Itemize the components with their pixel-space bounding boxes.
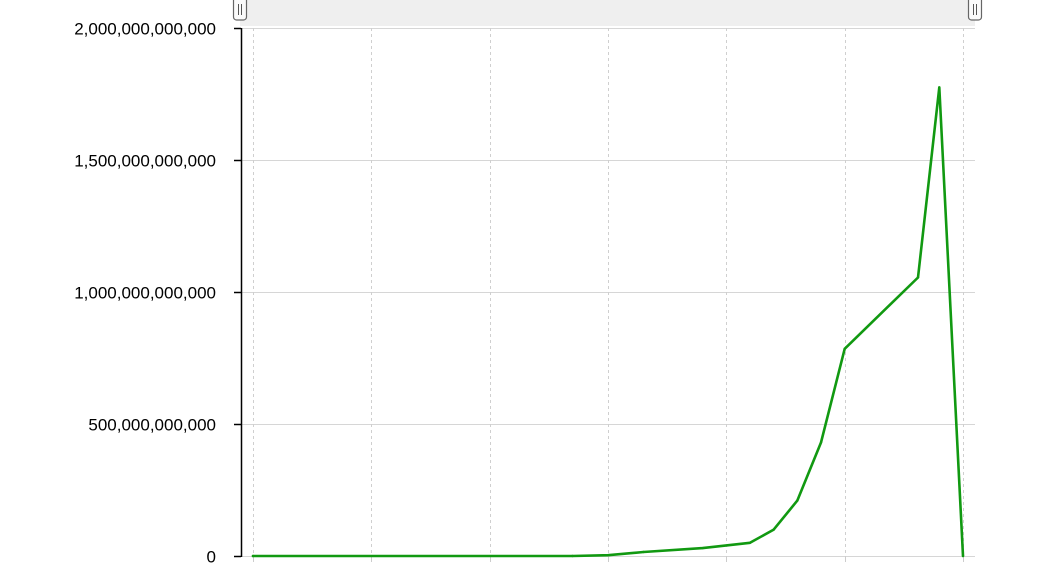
handle-body[interactable] bbox=[967, 0, 983, 21]
handle-body[interactable] bbox=[232, 0, 248, 21]
data-point bbox=[251, 554, 255, 558]
y-axis: 0 500,000,000,000 1,000,000,000,000 1,500,0… bbox=[74, 20, 964, 567]
data-point bbox=[938, 86, 941, 89]
data-point bbox=[843, 347, 846, 350]
data-point bbox=[796, 499, 799, 502]
data-point bbox=[961, 554, 965, 558]
data-point bbox=[916, 276, 920, 279]
series-layer bbox=[251, 86, 965, 558]
y-tick-label: 1,000,000,000,000 bbox=[74, 284, 216, 303]
data-point bbox=[819, 441, 823, 444]
data-point bbox=[772, 528, 775, 531]
range-handle-right[interactable] bbox=[967, 0, 983, 21]
data-point bbox=[748, 541, 752, 544]
data-point bbox=[606, 554, 610, 557]
y-tick-label: 0 bbox=[207, 548, 216, 567]
data-point bbox=[701, 546, 704, 550]
range-handles[interactable] bbox=[232, 0, 983, 21]
range-handle-left[interactable] bbox=[232, 0, 248, 21]
y-tick-label: 2,000,000,000,000 bbox=[74, 20, 216, 39]
y-tick-label: 500,000,000,000 bbox=[88, 416, 216, 435]
grid bbox=[241, 28, 975, 557]
data-point bbox=[642, 550, 645, 554]
y-tick-label: 1,500,000,000,000 bbox=[74, 152, 216, 171]
data-point bbox=[571, 554, 574, 558]
range-selector-track[interactable] bbox=[240, 0, 975, 26]
